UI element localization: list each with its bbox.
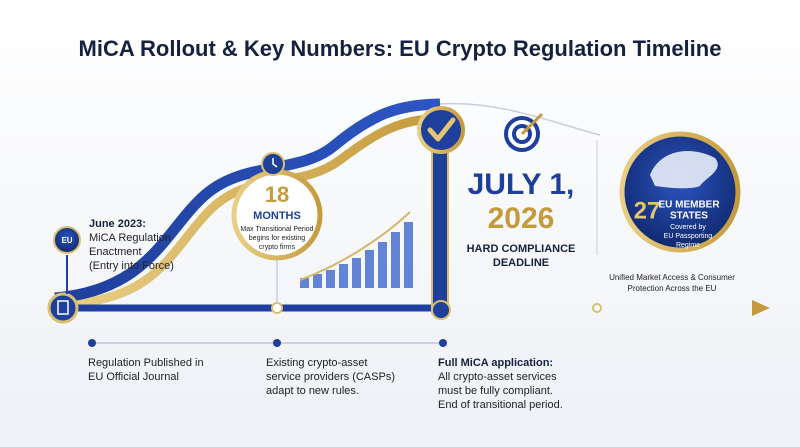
states-text: EU Passporting bbox=[664, 233, 713, 240]
ribbon-blue bbox=[54, 98, 441, 304]
deadline-post bbox=[431, 139, 449, 316]
note-text: Regulation Published in bbox=[88, 357, 204, 369]
growth-bars bbox=[300, 222, 413, 288]
check-mark bbox=[427, 117, 456, 142]
note-dot bbox=[88, 339, 96, 347]
title: MiCA Rollout & Key Numbers: EU Crypto Re… bbox=[79, 36, 722, 61]
stat-text: Max Transitional Period bbox=[240, 226, 313, 233]
note-dot bbox=[273, 339, 281, 347]
note-text: End of transitional period. bbox=[438, 399, 563, 411]
milestone-text: (Entry into Force) bbox=[89, 260, 174, 272]
stat-text: begins for existing bbox=[249, 235, 306, 242]
market-text: Unified Market Access & Consumer bbox=[609, 273, 735, 282]
market-text: Protection Across the EU bbox=[628, 284, 717, 293]
note-text: adapt to new rules. bbox=[266, 385, 359, 397]
note-text: service providers (CASPs) bbox=[266, 371, 395, 383]
eu-badge bbox=[53, 226, 81, 254]
deadline-year: 2026 bbox=[488, 202, 555, 235]
document-icon bbox=[57, 300, 69, 315]
badge-text: EU bbox=[61, 236, 72, 245]
deadline-caption: DEADLINE bbox=[493, 257, 549, 269]
states-label: STATES bbox=[670, 211, 708, 222]
deadline-caption: HARD COMPLIANCE bbox=[467, 243, 576, 255]
deadline-date: JULY 1, bbox=[468, 168, 575, 201]
ribbon-tail bbox=[439, 102, 601, 136]
note-text: Existing crypto-asset bbox=[266, 357, 367, 369]
europe-map bbox=[650, 151, 718, 189]
stat-unit: MONTHS bbox=[253, 210, 301, 222]
states-label: EU MEMBER bbox=[658, 200, 720, 211]
note-text: EU Official Journal bbox=[88, 371, 179, 383]
states-text: Covered by bbox=[670, 224, 706, 231]
target-icon bbox=[504, 112, 544, 152]
clock-hands bbox=[272, 158, 278, 168]
deadline-node bbox=[431, 300, 451, 320]
note-dot bbox=[439, 339, 447, 347]
stat-number: 18 bbox=[265, 182, 289, 207]
check-badge bbox=[417, 106, 465, 154]
timeline-arrowhead bbox=[752, 300, 770, 316]
note-heading: Full MiCA application: bbox=[438, 357, 553, 369]
node bbox=[592, 303, 602, 313]
stat-text: crypto firms bbox=[259, 244, 296, 251]
note-text: must be fully compliant. bbox=[438, 385, 553, 397]
states-number: 27 bbox=[634, 197, 661, 224]
node bbox=[271, 302, 283, 314]
states-text: Regime bbox=[676, 242, 700, 249]
growth-arrow bbox=[299, 211, 411, 281]
note-text: All crypto-asset services bbox=[438, 371, 557, 383]
milestone-text: Enactment bbox=[89, 246, 142, 258]
start-node bbox=[47, 292, 79, 324]
milestone-heading: June 2023: bbox=[89, 218, 146, 230]
milestone-text: MiCA Regulation bbox=[89, 232, 171, 244]
